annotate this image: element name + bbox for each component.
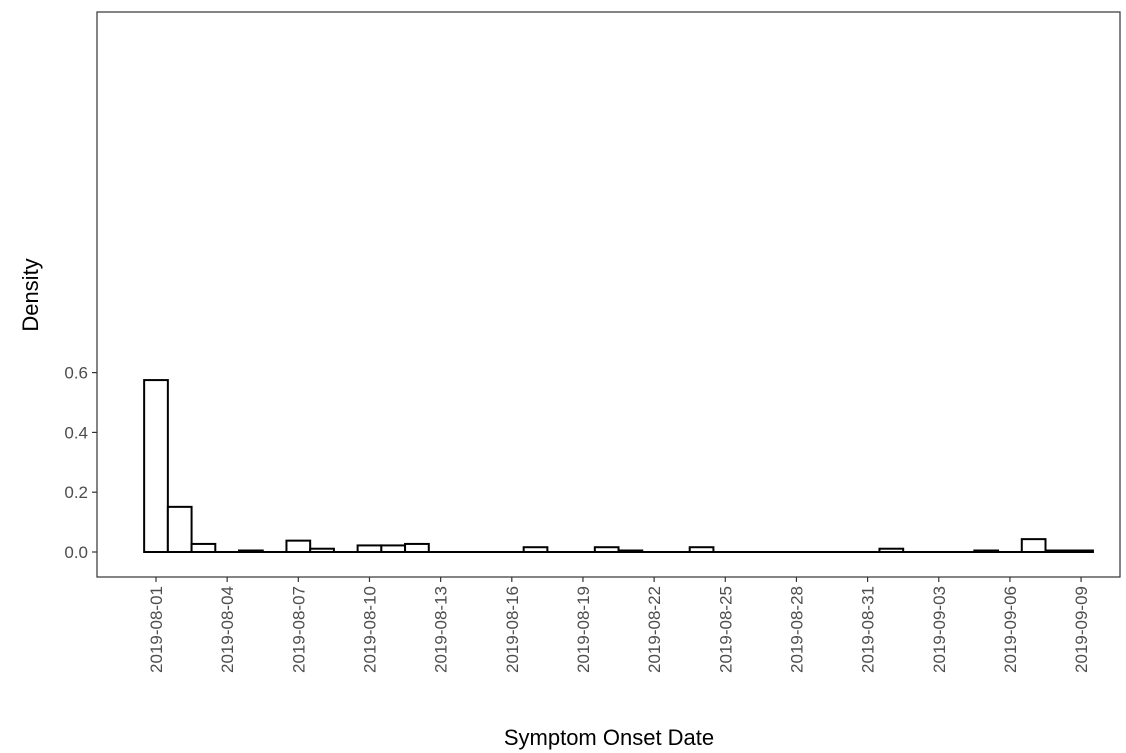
histogram-bar	[404, 542, 430, 553]
y-axis-title: Density	[18, 258, 43, 331]
y-axis: 0.0 0.2 0.4 0.6	[64, 364, 97, 562]
x-tick-label: 2019-08-28	[787, 586, 806, 673]
x-tick-label: 2019-08-01	[147, 586, 166, 673]
histogram-bar	[166, 505, 193, 554]
plot-panel-border	[96, 11, 1121, 578]
y-tick-label: 0.4	[64, 423, 88, 442]
x-tick-label: 2019-09-09	[1072, 586, 1091, 673]
x-axis: 2019-08-01 2019-08-04 2019-08-07 2019-08-10…	[147, 577, 1091, 673]
x-tick-label: 2019-09-03	[930, 586, 949, 673]
histogram-bar	[285, 539, 312, 554]
x-tick-label: 2019-08-10	[360, 586, 379, 673]
x-tick-label: 2019-08-13	[432, 586, 451, 673]
histogram-bar	[143, 379, 169, 553]
y-tick-label: 0.0	[64, 543, 88, 562]
histogram-bar	[190, 542, 217, 553]
y-tick-label: 0.6	[64, 364, 88, 383]
x-tick-label: 2019-09-06	[1001, 586, 1020, 673]
x-tick-label: 2019-08-31	[859, 586, 878, 673]
x-tick-label: 2019-08-16	[503, 586, 522, 673]
y-tick-label: 0.2	[64, 483, 88, 502]
x-tick-label: 2019-08-22	[645, 586, 664, 673]
histogram-bar	[1020, 538, 1047, 554]
x-tick-label: 2019-08-19	[574, 586, 593, 673]
x-tick-label: 2019-08-25	[716, 586, 735, 673]
bars-layer	[143, 379, 1094, 554]
x-tick-label: 2019-08-04	[218, 586, 237, 673]
x-axis-title: Symptom Onset Date	[504, 725, 714, 750]
x-tick-label: 2019-08-07	[289, 586, 308, 673]
